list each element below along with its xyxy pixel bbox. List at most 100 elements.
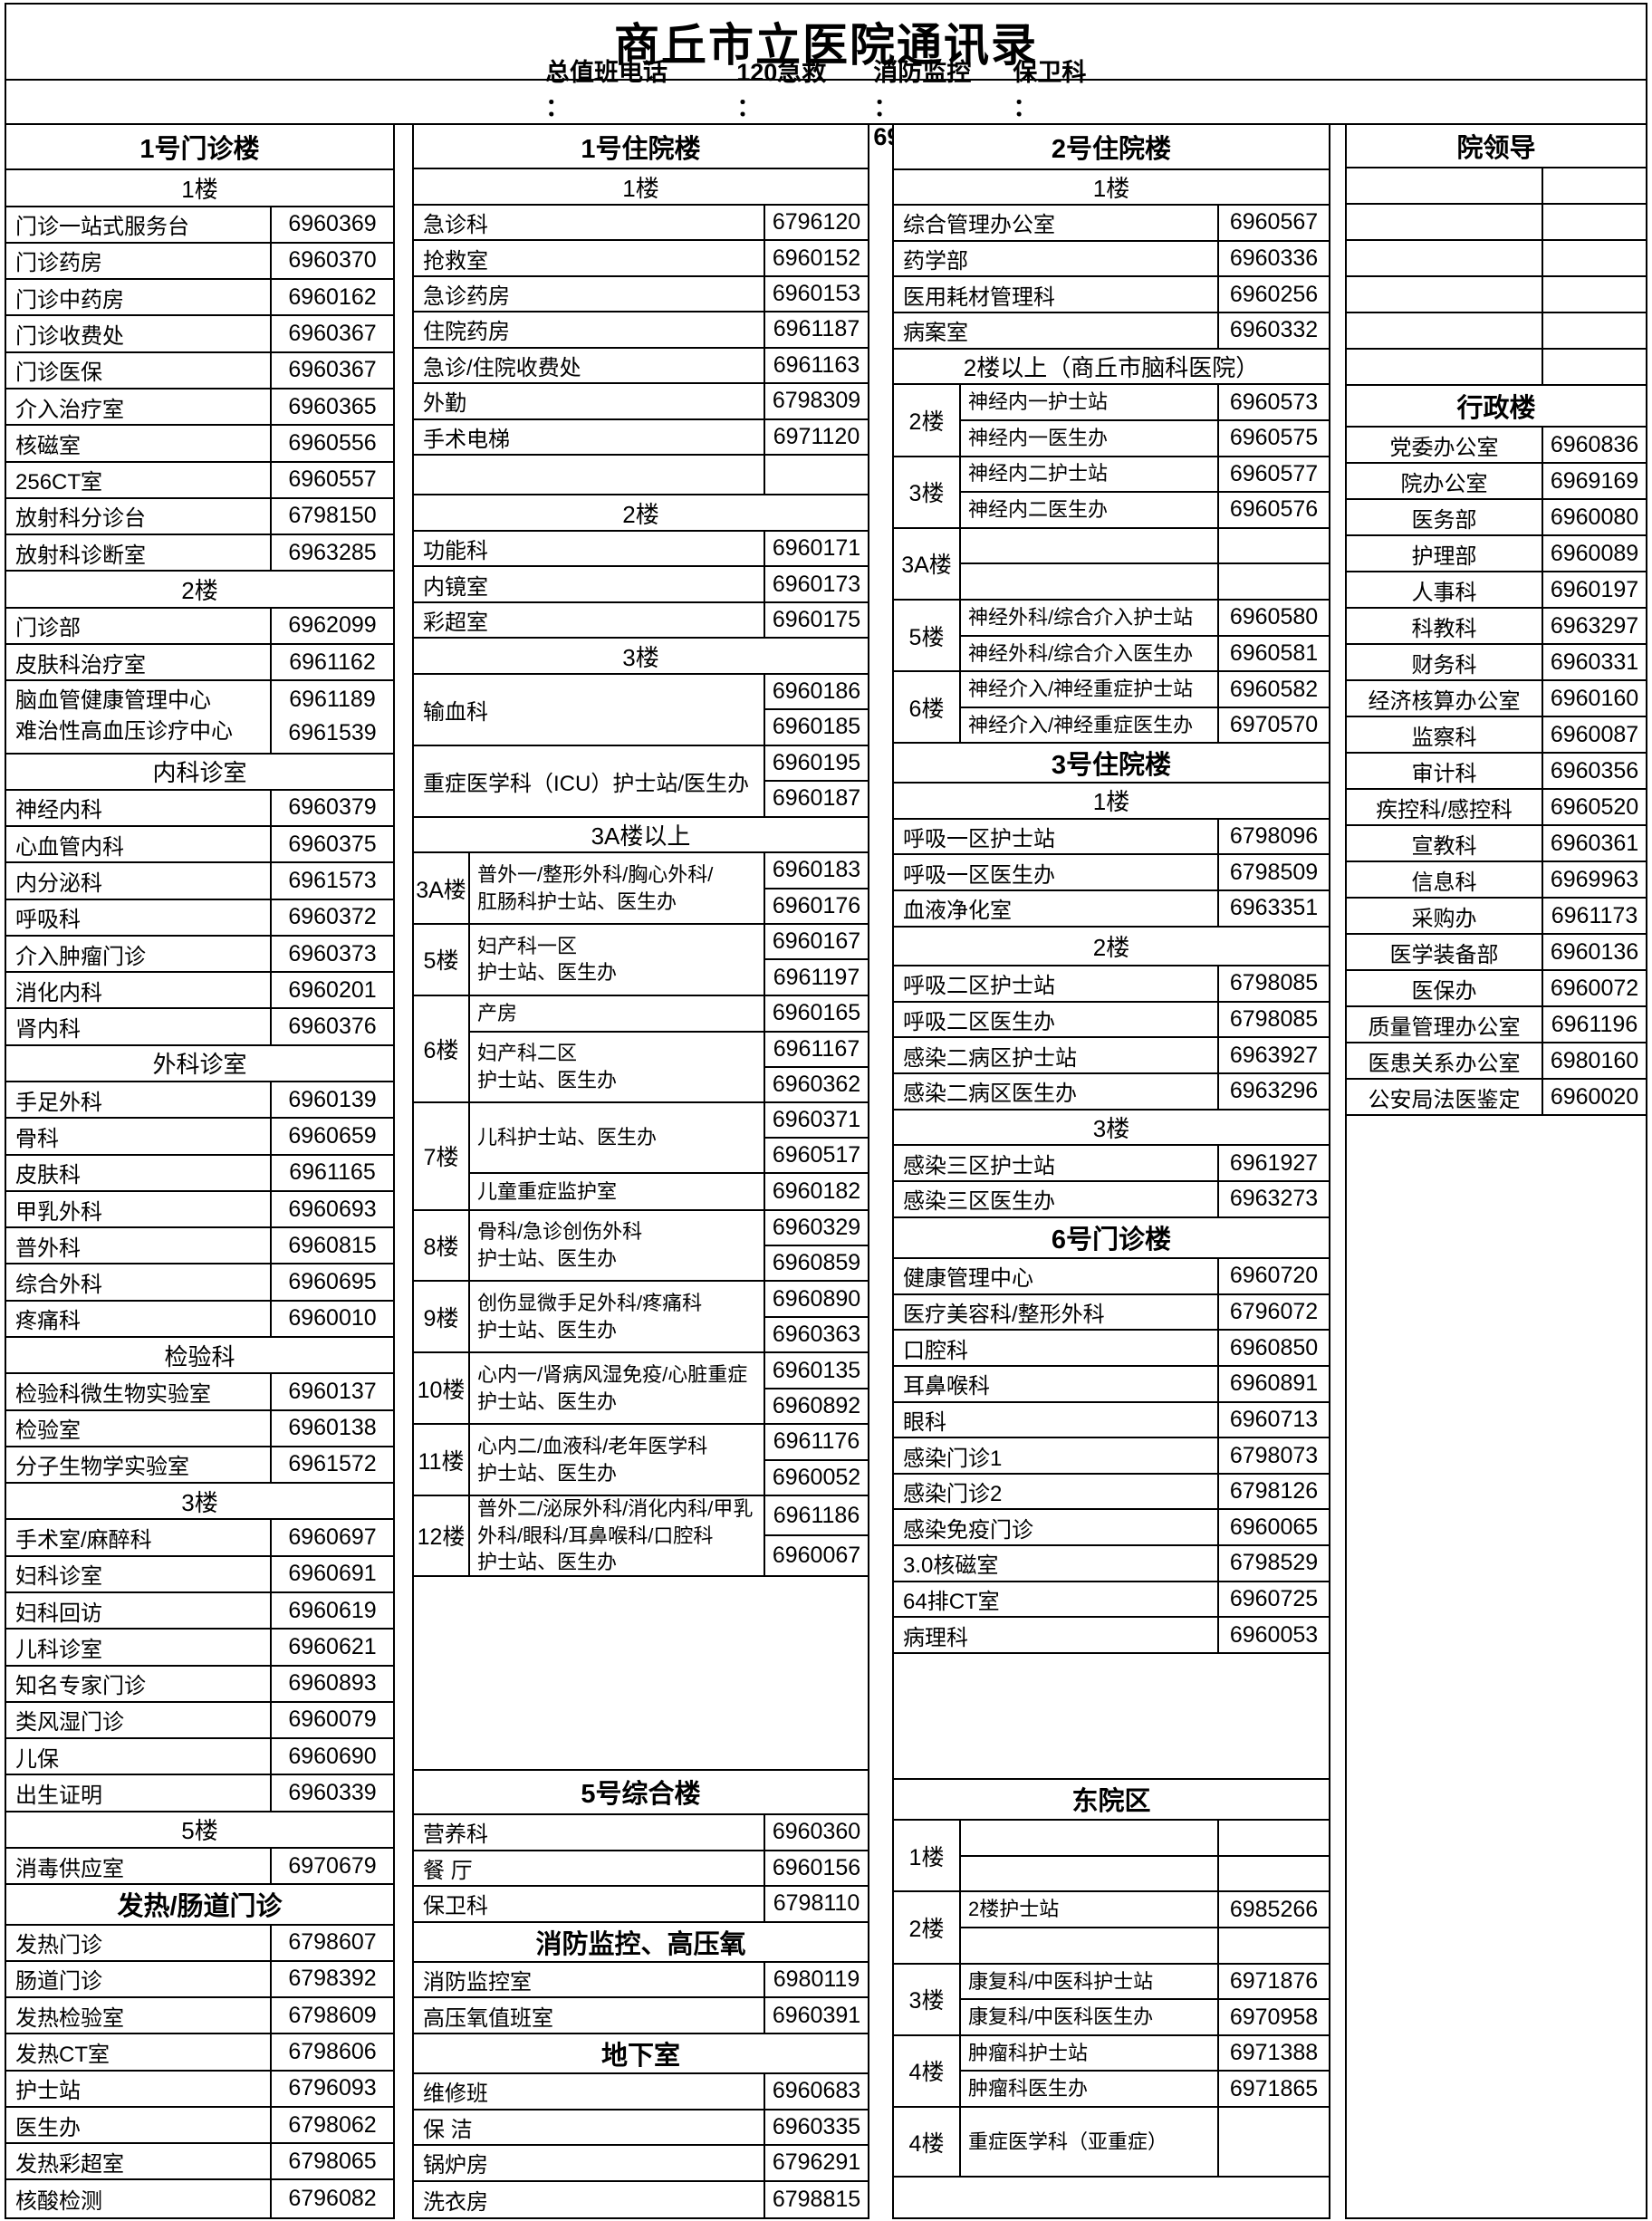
floor-header: 3楼 (894, 1110, 1329, 1147)
dept-name-cell: 门诊收费处 (15, 324, 124, 350)
directory-row: 院办公室 6969169 (1347, 464, 1646, 500)
phone-cell: 6971120 (764, 419, 868, 455)
dept-name-cell: 消化内科 (15, 980, 102, 1005)
phone-cell: 6960573 (1229, 389, 1319, 415)
floor-label-cell: 11楼 (418, 1448, 465, 1475)
dept-desc-cell: 神经介入/神经重症护士站 (968, 678, 1194, 701)
directory-row: 甲乳外科 6960693 (6, 1191, 393, 1229)
dept-name-cell: 检验室 (15, 1418, 81, 1444)
phone-cell: 6971876 (1229, 1967, 1319, 1994)
floor-items: 心内二/血液科/老年医学科 护士站、医生办 6961176 6960052 (468, 1425, 868, 1495)
dept-name-cell: 门诊部 (15, 616, 81, 641)
dept-desc-cell: 重症医学科（亚重症） (968, 2130, 1168, 2153)
directory-row: 功能科 6960171 (414, 531, 868, 568)
section-header: 5号综合楼 (414, 1771, 868, 1816)
floor-header: 2楼以上（商丘市脑科医院） (894, 350, 1329, 386)
floor-item: 神经内二医生办 6960576 (961, 491, 1329, 527)
floor-item: 2楼护士站 6985266 (961, 1892, 1329, 1928)
dept-name-cell: 保卫科 (423, 1894, 488, 1919)
floor-label-cell: 10楼 (417, 1377, 466, 1403)
phone-cell (1219, 1857, 1329, 1891)
phone-cell: 6961165 (270, 1155, 393, 1190)
floor-item: 神经介入/神经重症医生办 6970570 (961, 706, 1329, 743)
phone-cell (1542, 205, 1646, 239)
floor-block: 2楼 神经内一护士站 6960573 神经内一医生办 6960575 (894, 385, 1329, 457)
phone-cell: 6960520 (1542, 790, 1646, 824)
dept-name-cell: 锅炉房 (423, 2153, 488, 2178)
directory-row: 营养科 6960360 (414, 1815, 868, 1851)
dept-name-cell: 放射科分诊台 (15, 506, 146, 532)
phone-col: 6970570 (1217, 707, 1329, 743)
phone-cell: 6960373 (270, 936, 393, 972)
floor-label-cell: 4楼 (908, 2130, 945, 2157)
phone-cell (1219, 529, 1329, 563)
directory-row: 疾控科/感控科 6960520 (1347, 790, 1646, 826)
section-header: 1号门诊楼 (6, 125, 393, 171)
phone-cell: 6960621 (270, 1630, 393, 1665)
phone-col: 6960582 (1217, 672, 1329, 707)
directory-row: 监察科 6960087 (1347, 717, 1646, 754)
phone-cell: 6960725 (1217, 1582, 1329, 1617)
phone-cell: 6963927 (1217, 1038, 1329, 1073)
phone-cell: 6960187 (765, 780, 868, 815)
floor-block: 4楼 肿瘤科护士站 6971388 肿瘤科医生办 6971865 (894, 2035, 1329, 2109)
dept-name-cell: 骨科 (15, 1126, 59, 1151)
directory-row: 3.0核磁室 6798529 (894, 1546, 1329, 1582)
dept-name-cell: 医疗美容科/整形外科 (903, 1303, 1105, 1328)
phone-cell: 6960892 (765, 1387, 868, 1423)
directory-row: 审计科 6960356 (1347, 754, 1646, 790)
dept-name-cell: 彩超室 (423, 611, 488, 636)
phone-cell: 6960367 (270, 316, 393, 351)
phone-cell: 6798509 (1217, 855, 1329, 889)
dept-desc-cell: 神经内二医生办 (968, 498, 1109, 522)
dept-name-cell: 消毒供应室 (15, 1856, 124, 1881)
dept-desc-cell (961, 1821, 1217, 1855)
dept-desc-cell: 妇产科二区 护士站、医生办 (477, 1042, 618, 1092)
directory-row: 肾内科 6960376 (6, 1009, 393, 1046)
floor-items: 肿瘤科护士站 6971388 肿瘤科医生办 6971865 (959, 2035, 1329, 2107)
dept-name-cell: 护士站 (15, 2079, 81, 2104)
floor-label-cell: 7楼 (423, 1145, 459, 1171)
floor-block: 2楼 2楼护士站 6985266 (894, 1892, 1329, 1965)
phone-cell: 6960567 (1217, 206, 1329, 240)
floor-header: 外科诊室 (6, 1046, 393, 1083)
directory-row: 病理科 6960053 (894, 1618, 1329, 1654)
directory-row: 医疗美容科/整形外科 6796072 (894, 1294, 1329, 1332)
directory-row: 耳鼻喉科 6960891 (894, 1366, 1329, 1403)
dept-name-cell (1347, 277, 1542, 312)
dept-name-cell: 医务部 (1411, 507, 1477, 533)
dept-name-cell: 护理部 (1411, 543, 1477, 569)
floor-label-cell: 3A楼 (901, 553, 952, 579)
directory-row: 核酸检测 6796082 (6, 2180, 393, 2217)
directory-row: 质量管理办公室 6961196 (1347, 1007, 1646, 1043)
dept-name-cell: 妇科回访 (15, 1601, 102, 1626)
dept-name-cell: 3.0核磁室 (903, 1553, 999, 1579)
directory-row: 医生办 6798062 (6, 2107, 393, 2145)
phone-col: 6960371 6960517 (764, 1103, 868, 1173)
phone-col: 6960576 (1217, 493, 1329, 527)
directory-row: 神经内科 6960379 (6, 790, 393, 828)
directory-row: 呼吸一区护士站 6798096 (894, 819, 1329, 856)
floor-items: 康复科/中医科护士站 6971876 康复科/中医科医生办 6970958 (959, 1964, 1329, 2034)
floor-items: 2楼护士站 6985266 (959, 1892, 1329, 1963)
phone-cell: 6960815 (270, 1228, 393, 1264)
dept-name-cell: 知名专家门诊 (15, 1674, 146, 1699)
dept-name-cell: 皮肤科治疗室 (15, 652, 146, 678)
directory-row: 出生证明 6960339 (6, 1775, 393, 1812)
dept-desc-cell: 骨科/急诊创伤外科 护士站、医生办 (477, 1220, 643, 1270)
phone-cell: 6961927 (1217, 1146, 1329, 1180)
directory-row: 儿科诊室 6960621 (6, 1630, 393, 1667)
dept-desc-cell: 儿童重症监护室 (477, 1179, 618, 1203)
floor-label-cell: 5楼 (908, 624, 945, 650)
dept-desc-cell (961, 1928, 1217, 1963)
phone-cell: 6960052 (765, 1458, 868, 1495)
phone-cell: 6961187 (764, 312, 868, 347)
dept-name-cell: 质量管理办公室 (1368, 1014, 1521, 1040)
dept-name-cell: 审计科 (1411, 761, 1477, 786)
floor-label-cell: 12楼 (417, 1524, 466, 1551)
dept-name-cell: 手足外科 (15, 1090, 102, 1115)
hotline-colon: ： (1013, 94, 1038, 121)
directory-row: 医务部 6960080 (1347, 500, 1646, 536)
floor-block: 8楼 骨科/急诊创伤外科 护士站、医生办 6960329 6960859 (414, 1210, 868, 1283)
empty-box (1347, 1116, 1646, 2217)
